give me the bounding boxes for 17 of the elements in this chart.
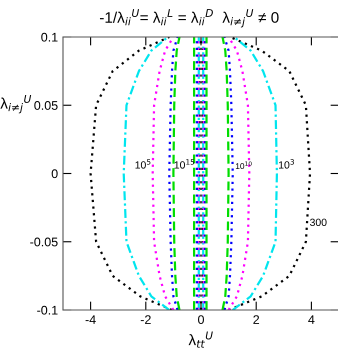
y-tick-label: 0.05 <box>34 101 58 110</box>
y-tick-label: -0.05 <box>30 238 58 246</box>
x-tick-label: -4 <box>86 315 96 324</box>
annotation: 10$^{3}$ <box>279 159 294 169</box>
y-tick-label: -0.1 <box>37 306 58 315</box>
annotation: 10$^{5}$ <box>136 159 150 169</box>
x-tick-label: -2 <box>140 315 151 324</box>
x-tick-label: 0 <box>198 315 204 324</box>
y-axis-title: λ$_{i≠j}$$^{U}$ <box>0 94 32 114</box>
y-tick-label: 0 <box>52 169 58 178</box>
chart-title: -1/λ$_{ii}$$^{U}$= λ$_{ii}$$^{L}$ = λ$_{ii}$$^{D}$ λ$_{i≠j}$$^{U}$ ≠ 0 <box>100 9 279 28</box>
x-tick-label: 2 <box>253 315 260 324</box>
x-axis-title: λ$_{tt}$$^{U}$ <box>188 331 213 348</box>
x-tick-label: 4 <box>308 315 315 324</box>
annotation: 300 <box>310 218 327 226</box>
annotation: 10$^{10}$ <box>236 161 252 170</box>
y-tick-label: 0.1 <box>41 32 58 42</box>
